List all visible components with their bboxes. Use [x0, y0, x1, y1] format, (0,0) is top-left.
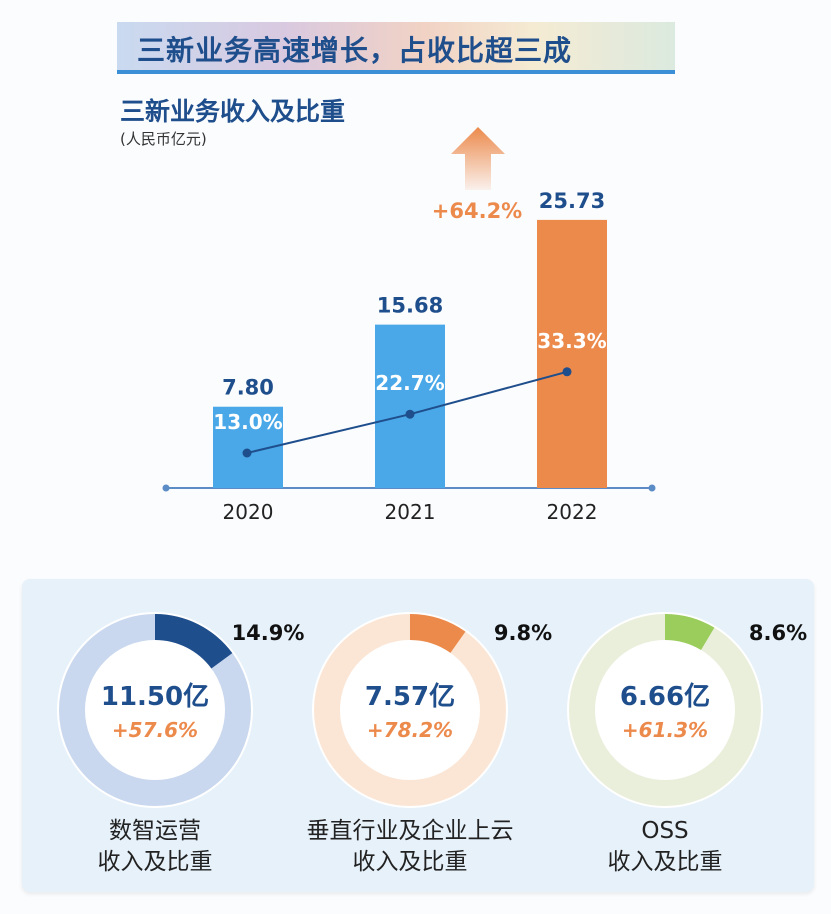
bar-value-label: 15.68 — [377, 294, 443, 318]
revenue-value: 6.66亿 — [620, 682, 710, 712]
segment-subtitle: 收入及比重 — [607, 849, 723, 875]
banner: 三新业务高速增长，占收比超三成 — [117, 22, 675, 74]
segment-name: 数智运营 — [109, 818, 201, 844]
growth-rate: +78.2% — [367, 718, 453, 742]
share-label: 9.8% — [494, 621, 552, 645]
donut-share-segment — [665, 614, 715, 650]
segment-name: OSS — [641, 818, 689, 844]
donut-hole — [86, 641, 224, 779]
segment-label: OSS 收入及比重 — [535, 816, 795, 878]
bar-chart: +64.2% 7.80 2020 15.68 2021 25.73 2022 13.0% 22… — [162, 127, 656, 524]
bar-value-label: 25.73 — [539, 189, 605, 213]
segment-name: 垂直行业及企业上云 — [306, 818, 514, 844]
donut-hole — [596, 641, 734, 779]
share-label: 14.9% — [232, 621, 305, 645]
ratio-point — [562, 367, 572, 377]
banner-title: 三新业务高速增长，占收比超三成 — [137, 34, 573, 67]
chart-title: 三新业务收入及比重 — [120, 97, 346, 126]
donut-chart: 9.8% 7.57亿 +78.2% — [312, 612, 552, 808]
donut-chart: 8.6% 6.66亿 +61.3% — [567, 612, 807, 808]
bar-2021 — [375, 324, 445, 488]
share-label: 8.6% — [749, 621, 807, 645]
revenue-value: 11.50亿 — [101, 682, 209, 712]
bar-value-label: 7.80 — [222, 376, 274, 400]
donut-chart: 14.9% 11.50亿 +57.6% — [57, 612, 304, 808]
ratio-label: 22.7% — [375, 371, 444, 395]
ratio-label: 33.3% — [537, 329, 606, 353]
segment-subtitle: 收入及比重 — [352, 849, 468, 875]
bar-2022 — [537, 219, 607, 488]
revenue-value: 7.57亿 — [365, 682, 455, 712]
ratio-point — [405, 409, 415, 419]
ratio-label: 13.0% — [213, 410, 282, 434]
segment-label: 数智运营 收入及比重 — [25, 816, 285, 878]
chart-unit: (人民币亿元) — [120, 130, 207, 148]
donut-share-segment — [410, 614, 466, 653]
donut-share-segment — [155, 614, 233, 669]
axis-end-dot — [162, 484, 170, 492]
growth-arrow-icon — [451, 127, 505, 190]
x-tick-label: 2021 — [385, 500, 436, 524]
growth-rate: +57.6% — [112, 718, 198, 742]
x-tick-label: 2022 — [547, 500, 598, 524]
ratio-point — [242, 448, 252, 458]
donut-hole — [341, 641, 479, 779]
axis-end-dot — [648, 484, 656, 492]
segment-label: 垂直行业及企业上云 收入及比重 — [280, 816, 540, 878]
growth-rate: +61.3% — [622, 718, 708, 742]
x-tick-label: 2020 — [223, 500, 274, 524]
segment-subtitle: 收入及比重 — [97, 849, 213, 875]
growth-annotation: +64.2% — [432, 199, 522, 223]
